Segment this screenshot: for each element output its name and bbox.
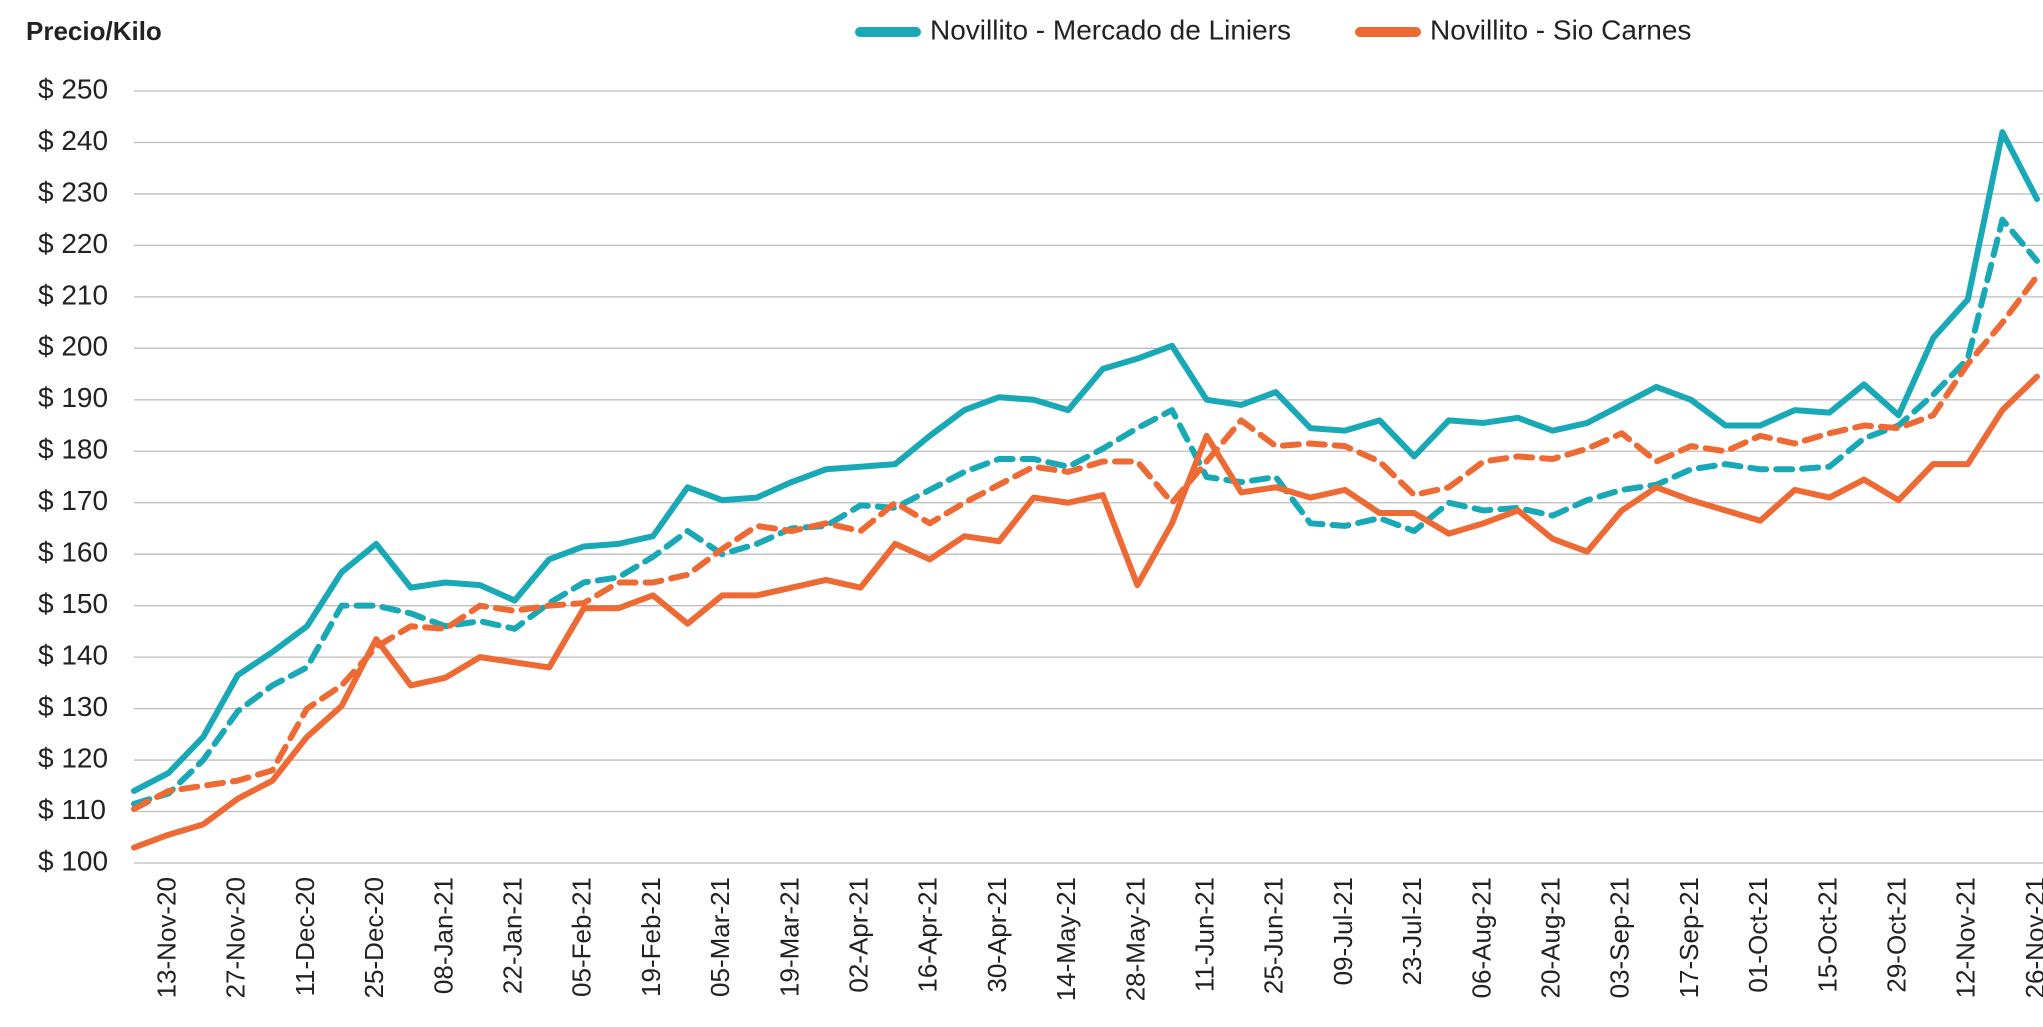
y-tick-label: $ 240 — [38, 125, 108, 156]
y-tick-label: $ 130 — [38, 691, 108, 722]
x-tick-label: 01-Oct-21 — [1743, 877, 1773, 993]
y-tick-label: $ 190 — [38, 382, 108, 413]
y-tick-label: $ 110 — [38, 794, 106, 825]
x-tick-label: 11-Jun-21 — [1189, 877, 1219, 992]
x-tick-label: 28-May-21 — [1120, 877, 1150, 1001]
y-tick-label: $ 200 — [38, 331, 108, 362]
x-tick-label: 02-Apr-21 — [843, 877, 873, 993]
average-line — [131, 216, 2040, 807]
x-tick-label: 14-May-21 — [1051, 877, 1081, 1001]
y-tick-label: $ 150 — [38, 588, 108, 619]
y-tick-label: $ 220 — [38, 228, 108, 259]
x-tick-label: 11-Dec-20 — [290, 877, 320, 996]
x-tick-label: 19-Mar-21 — [774, 877, 804, 997]
x-tick-label: 03-Sep-21 — [1605, 877, 1635, 998]
x-tick-label: 25-Jun-21 — [1259, 877, 1289, 994]
legend-label: Novillito - Sio Carnes — [1430, 14, 1691, 45]
x-tick-label: 20-Aug-21 — [1535, 877, 1565, 998]
x-tick-label: 17-Sep-21 — [1674, 877, 1704, 998]
y-tick-label: $ 210 — [38, 279, 108, 310]
x-tick-label: 12-Nov-21 — [1951, 877, 1981, 998]
y-tick-label: $ 100 — [38, 845, 108, 876]
x-tick-label: 05-Mar-21 — [705, 877, 735, 997]
x-tick-label: 15-Oct-21 — [1812, 877, 1842, 993]
x-tick-label: 09-Jul-21 — [1328, 877, 1358, 985]
average-line — [131, 273, 2040, 812]
x-tick-label: 19-Feb-21 — [636, 877, 666, 997]
x-tick-label: 26-Nov-21 — [2020, 877, 2043, 998]
y-tick-label: $ 160 — [38, 537, 108, 568]
x-tick-label: 29-Oct-21 — [1881, 877, 1911, 993]
x-tick-label: 05-Feb-21 — [567, 877, 597, 997]
series-line — [131, 373, 2040, 851]
y-tick-label: $ 170 — [38, 485, 108, 516]
x-tick-label: 13-Nov-20 — [151, 877, 181, 998]
x-tick-label: 16-Apr-21 — [913, 877, 943, 993]
y-tick-label: $ 250 — [38, 73, 108, 104]
x-tick-label: 30-Apr-21 — [982, 877, 1012, 993]
x-tick-label: 25-Dec-20 — [359, 877, 389, 998]
x-tick-label: 08-Jan-21 — [428, 877, 458, 994]
legend-label: Novillito - Mercado de Liniers — [930, 14, 1291, 45]
y-tick-label: $ 140 — [38, 640, 108, 671]
y-tick-label: $ 180 — [38, 434, 108, 465]
series-line — [131, 129, 2040, 794]
x-tick-label: 23-Jul-21 — [1397, 877, 1427, 985]
x-tick-label: 06-Aug-21 — [1466, 877, 1496, 998]
y-axis-label: Precio/Kilo — [26, 16, 162, 46]
x-tick-label: 22-Jan-21 — [497, 877, 527, 994]
y-tick-label: $ 120 — [38, 742, 108, 773]
y-tick-label: $ 230 — [38, 176, 108, 207]
x-tick-label: 27-Nov-20 — [221, 877, 251, 998]
